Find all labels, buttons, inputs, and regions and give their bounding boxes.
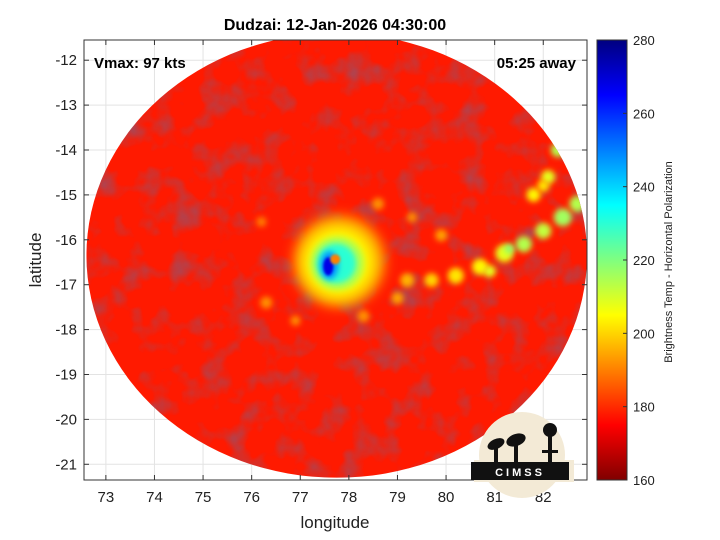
eye [330, 254, 341, 265]
rainband-cell [447, 267, 464, 284]
colorbar [596, 39, 628, 481]
rainband-cell [256, 216, 267, 227]
colorbar-tick-label: 260 [633, 106, 655, 121]
colorbar-tick-label: 280 [633, 33, 655, 48]
cimss-logo: CIMSS [471, 412, 574, 498]
y-tick-label: -13 [55, 97, 77, 114]
colorbar-tick-label: 220 [633, 253, 655, 268]
x-tick-label: 73 [98, 489, 115, 506]
x-tick-label: 81 [486, 489, 503, 506]
colorbar-ticks: 280 260 240 220 200 180 160 [623, 33, 655, 488]
colorbar-tick-label: 180 [633, 400, 655, 415]
chart-title: Dudzai: 12-Jan-2026 04:30:00 [224, 17, 446, 34]
colorbar-tick-label: 200 [633, 326, 655, 341]
rainband-cell [515, 236, 532, 253]
eyewall-red [323, 257, 334, 276]
y-tick-label: -20 [55, 411, 77, 428]
x-axis: 73 74 75 76 77 78 79 80 81 82 [98, 40, 552, 506]
y-tick-label: -12 [55, 52, 77, 69]
x-tick-label: 75 [195, 489, 212, 506]
x-tick-label: 78 [341, 489, 358, 506]
rainband-cell [357, 310, 370, 323]
rainband-cell [553, 208, 572, 227]
y-axis-label: latitude [26, 233, 45, 288]
y-tick-label: -14 [55, 142, 77, 159]
colorbar-tick-label: 160 [633, 473, 655, 488]
rainband-cell [435, 229, 448, 242]
rainband-cell [372, 197, 385, 210]
x-tick-label: 76 [243, 489, 260, 506]
x-tick-label: 80 [438, 489, 455, 506]
axes-box [83, 39, 588, 481]
rainband-cell [537, 179, 550, 192]
rainband-cell [290, 315, 301, 326]
y-tick-label: -21 [55, 456, 77, 473]
rainband-cell [260, 296, 273, 309]
x-tick-label: 74 [146, 489, 163, 506]
x-tick-label: 79 [389, 489, 406, 506]
rainband-cell [391, 292, 404, 305]
colorbar-label: Brightness Temp - Horizontal Polarizatio… [663, 161, 675, 363]
x-tick-label: 77 [292, 489, 309, 506]
eyewall [293, 215, 386, 308]
time-away-label: 05:25 away [497, 55, 577, 72]
rainband-cell [483, 265, 496, 278]
rainband-cell [504, 243, 515, 254]
vmax-label: Vmax: 97 kts [94, 55, 186, 72]
outer-rainband [256, 143, 586, 326]
logo-text: CIMSS [495, 467, 545, 479]
y-tick-label: -15 [55, 187, 77, 204]
microwave-swath [86, 40, 587, 478]
rainband-cell [407, 212, 418, 223]
y-tick-label: -17 [55, 277, 77, 294]
x-axis-label: longitude [300, 513, 369, 532]
y-tick-label: -19 [55, 366, 77, 383]
y-axis: -12 -13 -14 -15 -16 -17 -18 -19 -20 -21 [55, 52, 587, 473]
rainband-cell [535, 222, 552, 239]
rainband-cell [424, 273, 439, 288]
rainband-cell [400, 273, 415, 288]
y-tick-label: -18 [55, 322, 77, 339]
rainband-cell [526, 187, 541, 202]
colorbar-tick-label: 240 [633, 180, 655, 195]
y-tick-label: -16 [55, 232, 77, 249]
